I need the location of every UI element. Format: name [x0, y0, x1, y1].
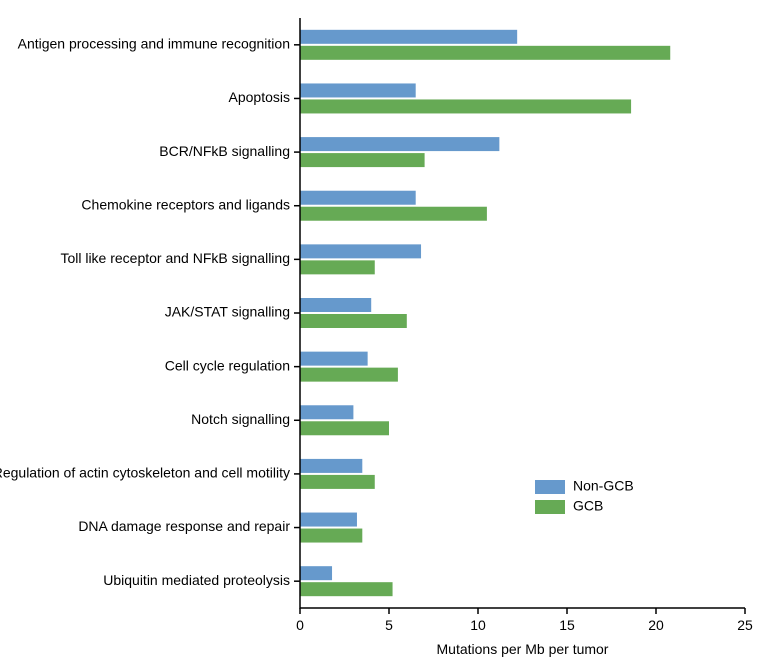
legend-swatch-non_gcb [535, 480, 565, 494]
bar-gcb [300, 153, 425, 167]
bar-non_gcb [300, 405, 353, 419]
bar-non_gcb [300, 566, 332, 580]
category-label: Notch signalling [191, 411, 290, 427]
x-tick-label: 25 [737, 617, 753, 633]
category-label: Apoptosis [229, 89, 290, 105]
category-label: Ubiquitin mediated proteolysis [103, 572, 290, 588]
category-label: Toll like receptor and NFkB signalling [60, 250, 290, 266]
x-tick-label: 10 [470, 617, 486, 633]
bar-non_gcb [300, 137, 499, 151]
bar-gcb [300, 421, 389, 435]
bar-gcb [300, 529, 362, 543]
bar-non_gcb [300, 513, 357, 527]
bar-non_gcb [300, 83, 416, 97]
x-axis-title: Mutations per Mb per tumor [437, 641, 609, 657]
bar-non_gcb [300, 244, 421, 258]
bar-gcb [300, 46, 670, 60]
bar-non_gcb [300, 298, 371, 312]
bar-non_gcb [300, 352, 368, 366]
category-label: Regulation of actin cytoskeleton and cel… [0, 465, 290, 481]
x-tick-label: 15 [559, 617, 575, 633]
category-label: DNA damage response and repair [78, 518, 290, 534]
bar-gcb [300, 475, 375, 489]
bars-group [300, 30, 670, 596]
category-label: Antigen processing and immune recognitio… [18, 36, 290, 52]
legend-label-gcb: GCB [573, 498, 603, 514]
bar-non_gcb [300, 459, 362, 473]
bar-gcb [300, 99, 631, 113]
legend-label-non_gcb: Non-GCB [573, 478, 634, 494]
grouped-bar-chart: Antigen processing and immune recognitio… [0, 0, 765, 672]
bar-gcb [300, 207, 487, 221]
category-label: Chemokine receptors and ligands [81, 196, 290, 212]
category-label: JAK/STAT signalling [165, 304, 290, 320]
chart-container: Antigen processing and immune recognitio… [0, 0, 765, 672]
x-tick-label: 0 [296, 617, 304, 633]
x-tick-label: 20 [648, 617, 664, 633]
bar-gcb [300, 368, 398, 382]
legend-swatch-gcb [535, 500, 565, 514]
bar-non_gcb [300, 191, 416, 205]
bar-gcb [300, 314, 407, 328]
category-label: Cell cycle regulation [165, 357, 290, 373]
bar-non_gcb [300, 30, 517, 44]
category-label: BCR/NFkB signalling [159, 143, 290, 159]
x-tick-label: 5 [385, 617, 393, 633]
bar-gcb [300, 582, 393, 596]
bar-gcb [300, 260, 375, 274]
